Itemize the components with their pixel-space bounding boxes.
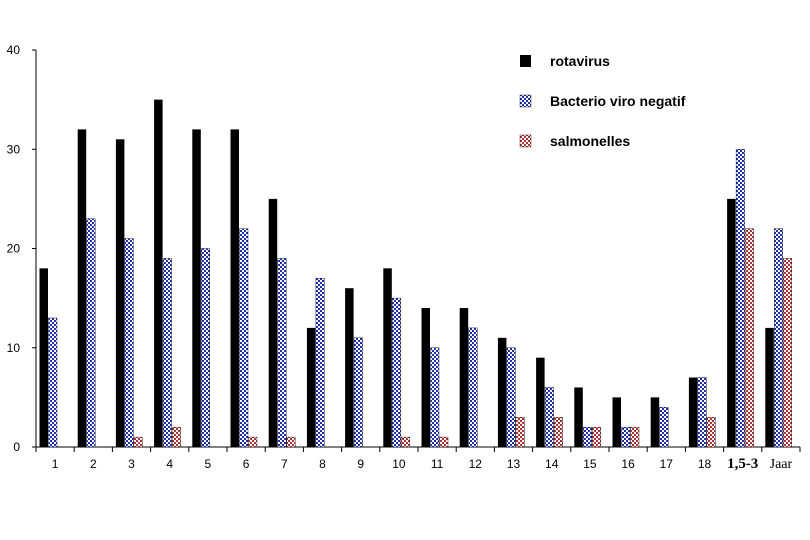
bar-rotavirus-12 [459,308,469,447]
x-tick-label: 16 [621,457,635,471]
y-tick-label: 0 [13,440,20,454]
x-axis: 1 2 3 4 5 6 7 8 9 10 11 12 13 14 15 16 17 18 1,5-3 Jaar [35,446,801,472]
x-tick-label: 1,5-3 [727,456,758,472]
x-tick-label: 8 [319,457,326,471]
x-tick-label: 5 [205,457,212,471]
x-tick-label: 9 [357,457,364,471]
bar-bacterio-viro-negatif-10 [392,297,401,448]
bar-salmonelles-4 [171,426,181,448]
y-tick-label: 10 [7,341,21,355]
x-tick-label: 7 [281,457,288,471]
bar-rotavirus-19 [727,198,736,447]
x-tick-label: 2 [90,457,97,471]
bar-bacterio-viro-negatif-5 [201,248,211,448]
legend-swatch-rotavirus [520,55,531,67]
bar-rotavirus-17 [650,397,660,447]
bar-salmonelles-10 [401,436,410,448]
x-tick-label: 14 [545,457,559,471]
bar-salmonelles-13 [515,417,525,448]
bar-bacterio-viro-negatif-11 [430,347,440,448]
x-tick-label: 18 [698,457,712,471]
x-tick-label: 15 [583,457,597,471]
bar-bacterio-viro-negatif-6 [239,228,249,448]
bar-rotavirus-14 [536,357,545,447]
bar-rotavirus-3 [115,139,125,447]
bar-rotavirus-1 [39,268,48,447]
bar-salmonelles-15 [592,426,601,448]
bar-salmonelles-16 [630,426,640,448]
bar-bacterio-viro-negatif-19 [735,149,745,448]
legend: rotavirus Bacterio viro negatif salmonelle… [519,53,686,149]
bar-rotavirus-15 [574,387,583,447]
bar-salmonelles-7 [286,436,296,448]
bar-bacterio-viro-negatif-8 [315,278,325,448]
x-tick-label: 13 [507,457,521,471]
x-tick-label: 6 [243,457,250,471]
bar-salmonelles-6 [248,436,258,448]
x-tick-label: 3 [128,457,135,471]
legend-swatch-bacterio-viro-negatif [519,94,532,108]
bar-rotavirus-4 [154,99,163,447]
legend-label: Bacterio viro negatif [550,93,686,109]
x-tick-label: 17 [660,457,674,471]
bar-rotavirus-7 [268,198,278,447]
bar-bacterio-viro-negatif-1 [48,317,58,448]
x-tick-label: 12 [469,457,483,471]
legend-swatch-salmonelles [519,134,532,148]
bar-bacterio-viro-negatif-16 [621,426,631,448]
bar-bacterio-viro-negatif-4 [162,258,172,448]
bar-bacterio-viro-negatif-13 [506,347,516,448]
bar-rotavirus-6 [230,129,239,447]
legend-label: rotavirus [550,53,610,69]
bar-rotavirus-2 [77,129,87,447]
bar-bacterio-viro-negatif-9 [353,337,363,448]
x-tick-label: 11 [431,457,444,471]
bar-salmonelles-3 [133,436,143,448]
bar-salmonelles-20 [783,258,792,448]
legend-label: salmonelles [550,133,630,149]
bar-bacterio-viro-negatif-18 [697,377,707,448]
y-tick-label: 20 [7,242,21,256]
bar-salmonelles-19 [744,228,754,448]
bar-bacterio-viro-negatif-2 [86,218,96,448]
bars [39,99,792,448]
bar-salmonelles-14 [553,417,563,448]
bar-rotavirus-5 [192,129,201,447]
bar-rotavirus-8 [306,327,316,447]
bar-rotavirus-13 [497,337,507,447]
bar-bacterio-viro-negatif-14 [544,387,554,448]
y-axis: 0 10 20 30 40 [7,43,37,454]
bar-bacterio-viro-negatif-20 [774,228,783,448]
x-tick-label: Jaar [770,457,793,472]
bar-rotavirus-20 [765,327,774,447]
bar-rotavirus-18 [688,377,698,447]
bar-salmonelles-11 [439,436,449,448]
x-tick-label: 4 [166,457,173,471]
bar-salmonelles-18 [706,417,716,448]
x-tick-label: 10 [392,457,406,471]
bar-rotavirus-16 [612,397,621,447]
y-tick-label: 30 [7,142,21,156]
bar-rotavirus-11 [421,308,430,447]
y-tick-label: 40 [7,43,21,57]
bar-rotavirus-9 [345,288,354,447]
bar-bacterio-viro-negatif-12 [468,327,478,448]
x-tick-label: 1 [52,457,59,471]
bar-bacterio-viro-negatif-17 [659,407,669,448]
bar-bacterio-viro-negatif-7 [277,258,287,448]
bar-bacterio-viro-negatif-3 [124,238,134,448]
bar-rotavirus-10 [383,268,392,447]
bar-bacterio-viro-negatif-15 [583,426,592,448]
